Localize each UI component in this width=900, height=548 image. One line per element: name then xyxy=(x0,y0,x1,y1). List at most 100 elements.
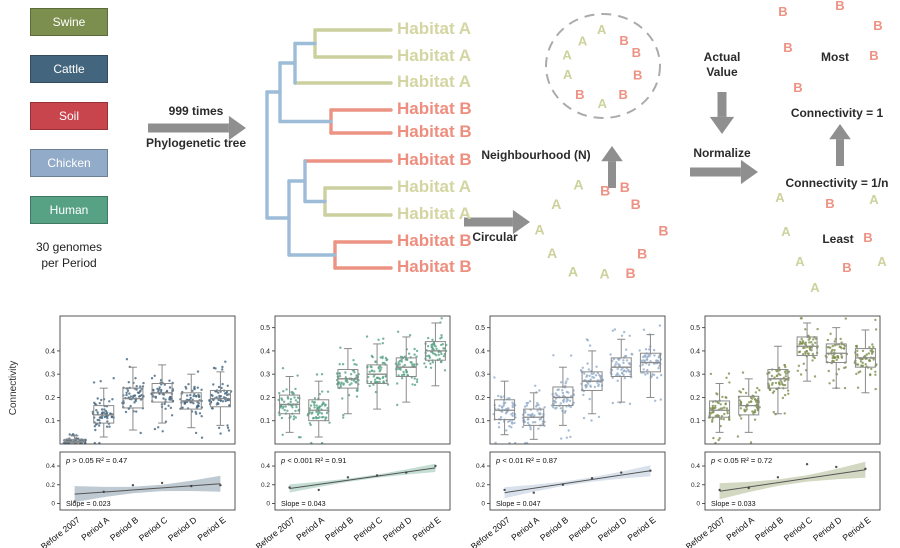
pvalue-r2-text: p < 0.001 R² = 0.91 xyxy=(280,456,346,465)
legend-item-cattle: Cattle xyxy=(30,55,108,83)
x-tick-label: Period A xyxy=(79,515,111,543)
pvalue-r2-text: p < 0.05 R² = 0.72 xyxy=(710,456,772,465)
tree-tip-label: Habitat A xyxy=(397,46,487,66)
tree-tip-label: Habitat B xyxy=(397,122,487,142)
slope-text: Slope = 0.047 xyxy=(496,499,541,508)
tree-tip-label: Habitat A xyxy=(397,19,487,39)
x-tick-label: Period D xyxy=(381,515,414,543)
y-tick-label: 0.4 xyxy=(690,348,700,355)
phylogenetic-tree-label: Phylogenetic tree xyxy=(134,136,258,151)
letter-B: B xyxy=(633,67,642,82)
letter-A: A xyxy=(877,254,887,269)
x-tick-label: Period A xyxy=(509,515,541,543)
tree-tip-label: Habitat B xyxy=(397,150,487,170)
connectivity-panels: 0.10.20.30.400.20.4p > 0.05 R² = 0.47Slo… xyxy=(34,310,884,548)
y-tick-label: 0.2 xyxy=(45,395,55,402)
letter-B: B xyxy=(620,179,630,195)
y-tick-label: 0.3 xyxy=(690,372,700,379)
inset-y-tick-label: 0.4 xyxy=(261,463,270,470)
x-tick-label: Period E xyxy=(841,515,873,543)
y-tick-label: 0.5 xyxy=(475,325,485,332)
x-tick-label: Period C xyxy=(352,515,385,543)
neighbourhood-label: Neighbourhood (N) xyxy=(472,148,600,163)
flow-arrow-connectivity xyxy=(829,124,851,166)
letter-A: A xyxy=(547,245,557,261)
x-tick-label: Before 2007 xyxy=(469,515,512,548)
letter-B: B xyxy=(793,80,802,95)
legend-caption-line1: 30 genomes xyxy=(18,240,120,256)
y-tick-label: 0.3 xyxy=(260,372,270,379)
letter-A: A xyxy=(598,96,608,111)
letter-B: B xyxy=(600,182,610,198)
letter-B: B xyxy=(778,4,787,19)
y-tick-label: 0.2 xyxy=(475,395,485,402)
letter-B: B xyxy=(619,87,628,102)
x-tick-label: Period B xyxy=(108,515,140,543)
letter-B: B xyxy=(658,222,668,238)
letter-A: A xyxy=(563,67,573,82)
legend-item-label: Cattle xyxy=(53,62,84,76)
x-tick-label: Period B xyxy=(538,515,570,543)
x-tick-label: Period A xyxy=(724,515,756,543)
connectivity-1n-label: Connectivity = 1/n xyxy=(768,176,900,191)
connectivity-panel-3: 0.10.20.30.40.500.20.4p < 0.01 R² = 0.87… xyxy=(464,310,669,548)
x-tick-label: Before 2007 xyxy=(39,515,82,548)
y-tick-label: 0.2 xyxy=(260,395,270,402)
x-tick-label: Period B xyxy=(753,515,785,543)
flow-arrow-actual-value xyxy=(710,92,734,134)
y-tick-label: 0.5 xyxy=(260,325,270,332)
x-tick-label: Period D xyxy=(811,515,844,543)
y-tick-label: 0.1 xyxy=(690,418,700,425)
letter-B: B xyxy=(619,33,628,48)
letter-B: B xyxy=(631,196,641,212)
slope-text: Slope = 0.043 xyxy=(281,499,326,508)
tree-tip-label: Habitat B xyxy=(397,99,487,119)
letter-A: A xyxy=(599,266,609,282)
y-tick-label: 0.1 xyxy=(45,418,55,425)
letter-A: A xyxy=(551,196,561,212)
inset-y-tick-label: 0 xyxy=(696,501,700,508)
normalize-label: Normalize xyxy=(685,146,759,161)
y-tick-label: 0.4 xyxy=(260,348,270,355)
letter-B: B xyxy=(835,0,844,13)
figure-root: BBBBBBAAAAAAABBBBABAAABBBBBBABAABABAA Sw… xyxy=(0,0,900,548)
y-tick-label: 0.2 xyxy=(690,395,700,402)
inset-y-tick-label: 0.2 xyxy=(46,482,55,489)
x-tick-label: Before 2007 xyxy=(254,515,297,548)
flow-arrow-normalize xyxy=(690,160,758,184)
y-tick-label: 0.4 xyxy=(45,348,55,355)
times-label: 999 times xyxy=(148,104,244,119)
x-tick-label: Before 2007 xyxy=(684,515,727,548)
x-tick-label: Period B xyxy=(323,515,355,543)
connectivity-panel-4: 0.10.20.30.40.500.20.4p < 0.05 R² = 0.72… xyxy=(679,310,884,548)
inset-y-tick-label: 0.2 xyxy=(261,482,270,489)
y-tick-label: 0.3 xyxy=(475,372,485,379)
letter-A: A xyxy=(573,176,583,192)
letter-B: B xyxy=(869,48,878,63)
pvalue-r2-text: p < 0.01 R² = 0.87 xyxy=(495,456,557,465)
legend-item-label: Chicken xyxy=(47,156,90,170)
most-label: Most xyxy=(805,50,865,65)
legend-caption: 30 genomes per Period xyxy=(18,240,120,271)
y-tick-label: 0.5 xyxy=(690,325,700,332)
legend-item-label: Swine xyxy=(53,15,86,29)
letter-A: A xyxy=(781,224,791,239)
habitat-legend: SwineCattleSoilChickenHuman xyxy=(30,8,108,243)
letter-B: B xyxy=(575,87,584,102)
letter-B: B xyxy=(873,18,882,33)
legend-item-chicken: Chicken xyxy=(30,149,108,177)
x-tick-label: Period A xyxy=(294,515,326,543)
connectivity-panel-1: 0.10.20.30.400.20.4p > 0.05 R² = 0.47Slo… xyxy=(34,310,239,548)
letter-A: A xyxy=(869,192,879,207)
x-tick-label: Period C xyxy=(567,515,600,543)
inset-y-tick-label: 0.4 xyxy=(476,463,485,470)
y-axis-title: Connectivity xyxy=(8,333,20,443)
letter-A: A xyxy=(578,34,588,49)
y-tick-label: 0.4 xyxy=(475,348,485,355)
inset-y-tick-label: 0.4 xyxy=(691,463,700,470)
inset-y-tick-label: 0 xyxy=(481,501,485,508)
x-tick-label: Period E xyxy=(411,515,443,543)
letter-A: A xyxy=(795,254,805,269)
x-tick-label: Period C xyxy=(782,515,815,543)
tree-tip-label: Habitat B xyxy=(397,231,487,251)
